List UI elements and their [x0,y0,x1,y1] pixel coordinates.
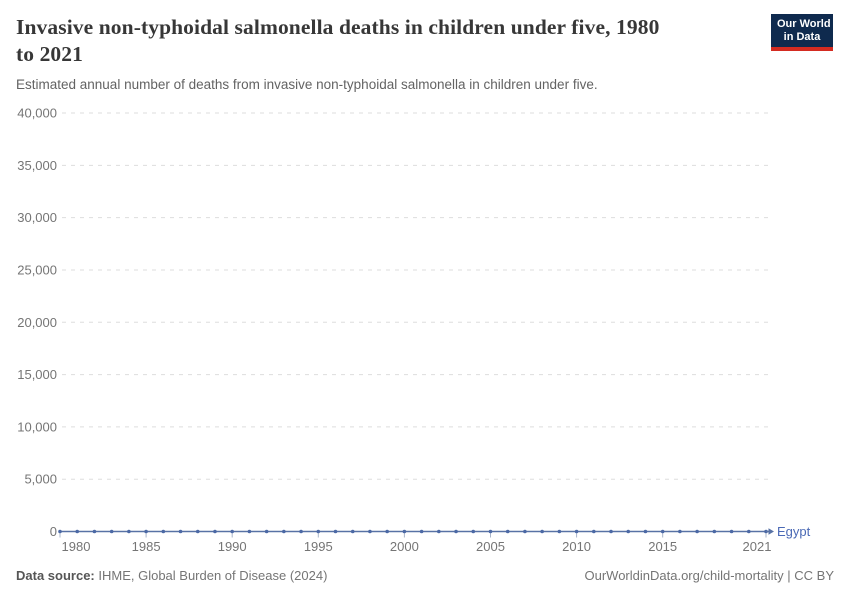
chart-footer: Data source: IHME, Global Burden of Dise… [16,568,834,584]
data-point[interactable] [712,529,717,534]
owid-logo-line1: Our World [777,18,831,30]
data-point[interactable] [437,529,441,534]
data-point[interactable] [213,529,217,534]
data-point[interactable] [729,529,734,534]
data-point[interactable] [75,529,80,534]
data-point[interactable] [109,529,114,534]
data-source-text: IHME, Global Burden of Disease (2024) [94,568,328,583]
x-tick-label: 1995 [304,539,333,554]
chart-canvas[interactable]: 0 5,000 10,000 15,000 20,000 25,000 30,000 35,0… [0,100,850,560]
x-tick-label: 2021 [743,539,772,554]
data-point[interactable] [574,529,579,534]
data-point[interactable] [350,529,355,534]
data-point[interactable] [282,529,286,534]
x-tick-label: 1985 [132,539,161,554]
x-tick-label: 2010 [562,539,591,554]
data-point[interactable] [540,529,544,534]
data-point[interactable] [609,529,613,534]
data-point[interactable] [195,529,200,534]
data-point[interactable] [454,529,458,534]
data-point[interactable] [58,529,62,534]
data-point[interactable] [92,529,97,534]
data-point[interactable] [178,529,183,534]
y-tick-label: 40,000 [17,106,57,121]
y-axis-labels: 0 5,000 10,000 15,000 20,000 25,000 30,000 35,0… [17,106,57,540]
data-point[interactable] [247,529,252,534]
arrowhead-icon [768,528,774,535]
data-point[interactable] [678,529,682,534]
x-axis: 1980 1985 1990 1995 2000 2005 2010 2015 2021 [59,533,772,554]
x-tick-label: 2015 [648,539,677,554]
chart-subtitle: Estimated annual number of deaths from i… [16,77,598,92]
data-point[interactable] [471,529,476,534]
y-tick-label: 0 [50,524,57,539]
y-tick-label: 20,000 [17,315,57,330]
data-point[interactable] [333,529,338,534]
data-source: Data source: IHME, Global Burden of Dise… [16,568,327,584]
data-point[interactable] [695,529,699,534]
data-point[interactable] [557,529,562,534]
data-point[interactable] [368,529,372,534]
chart-title: Invasive non-typhoidal salmonella deaths… [16,14,834,68]
credit-text: OurWorldinData.org/child-mortality | CC … [584,568,835,583]
data-point[interactable] [505,529,510,534]
x-tick-label: 1990 [218,539,247,554]
x-tick-label: 2000 [390,539,419,554]
data-point[interactable] [488,529,493,534]
chart-title-line1: Invasive non-typhoidal salmonella deaths… [16,15,660,39]
chart-title-line2: to 2021 [16,42,83,66]
y-tick-label: 35,000 [17,158,57,173]
data-point[interactable] [230,529,234,534]
data-point[interactable] [264,529,269,534]
data-point[interactable] [419,529,424,534]
data-point[interactable] [127,529,131,534]
data-point[interactable] [626,529,631,534]
data-point[interactable] [144,529,148,534]
data-point[interactable] [523,529,527,534]
y-tick-label: 30,000 [17,210,57,225]
series-end-label-egypt[interactable]: Egypt [777,524,811,539]
x-tick-label: 2005 [476,539,505,554]
owid-logo-line2: in Data [783,31,821,43]
data-point[interactable] [643,529,648,534]
y-tick-label: 15,000 [17,367,57,382]
owid-logo: Our World in Data [771,14,833,51]
data-point[interactable] [299,529,303,534]
data-point[interactable] [660,529,665,534]
y-tick-label: 5,000 [24,472,57,487]
chart-header: Invasive non-typhoidal salmonella deaths… [16,14,834,93]
data-point[interactable] [385,529,389,534]
gridlines [62,112,769,480]
y-tick-label: 10,000 [17,419,57,434]
data-point[interactable] [161,529,166,534]
data-point[interactable] [746,529,751,534]
x-tick-label: 1980 [62,539,91,554]
data-point[interactable] [592,529,596,534]
y-tick-label: 25,000 [17,262,57,277]
data-source-label: Data source: [16,568,95,583]
data-point[interactable] [402,529,407,534]
series-egypt[interactable]: Egypt [58,524,811,539]
data-point[interactable] [316,529,321,534]
